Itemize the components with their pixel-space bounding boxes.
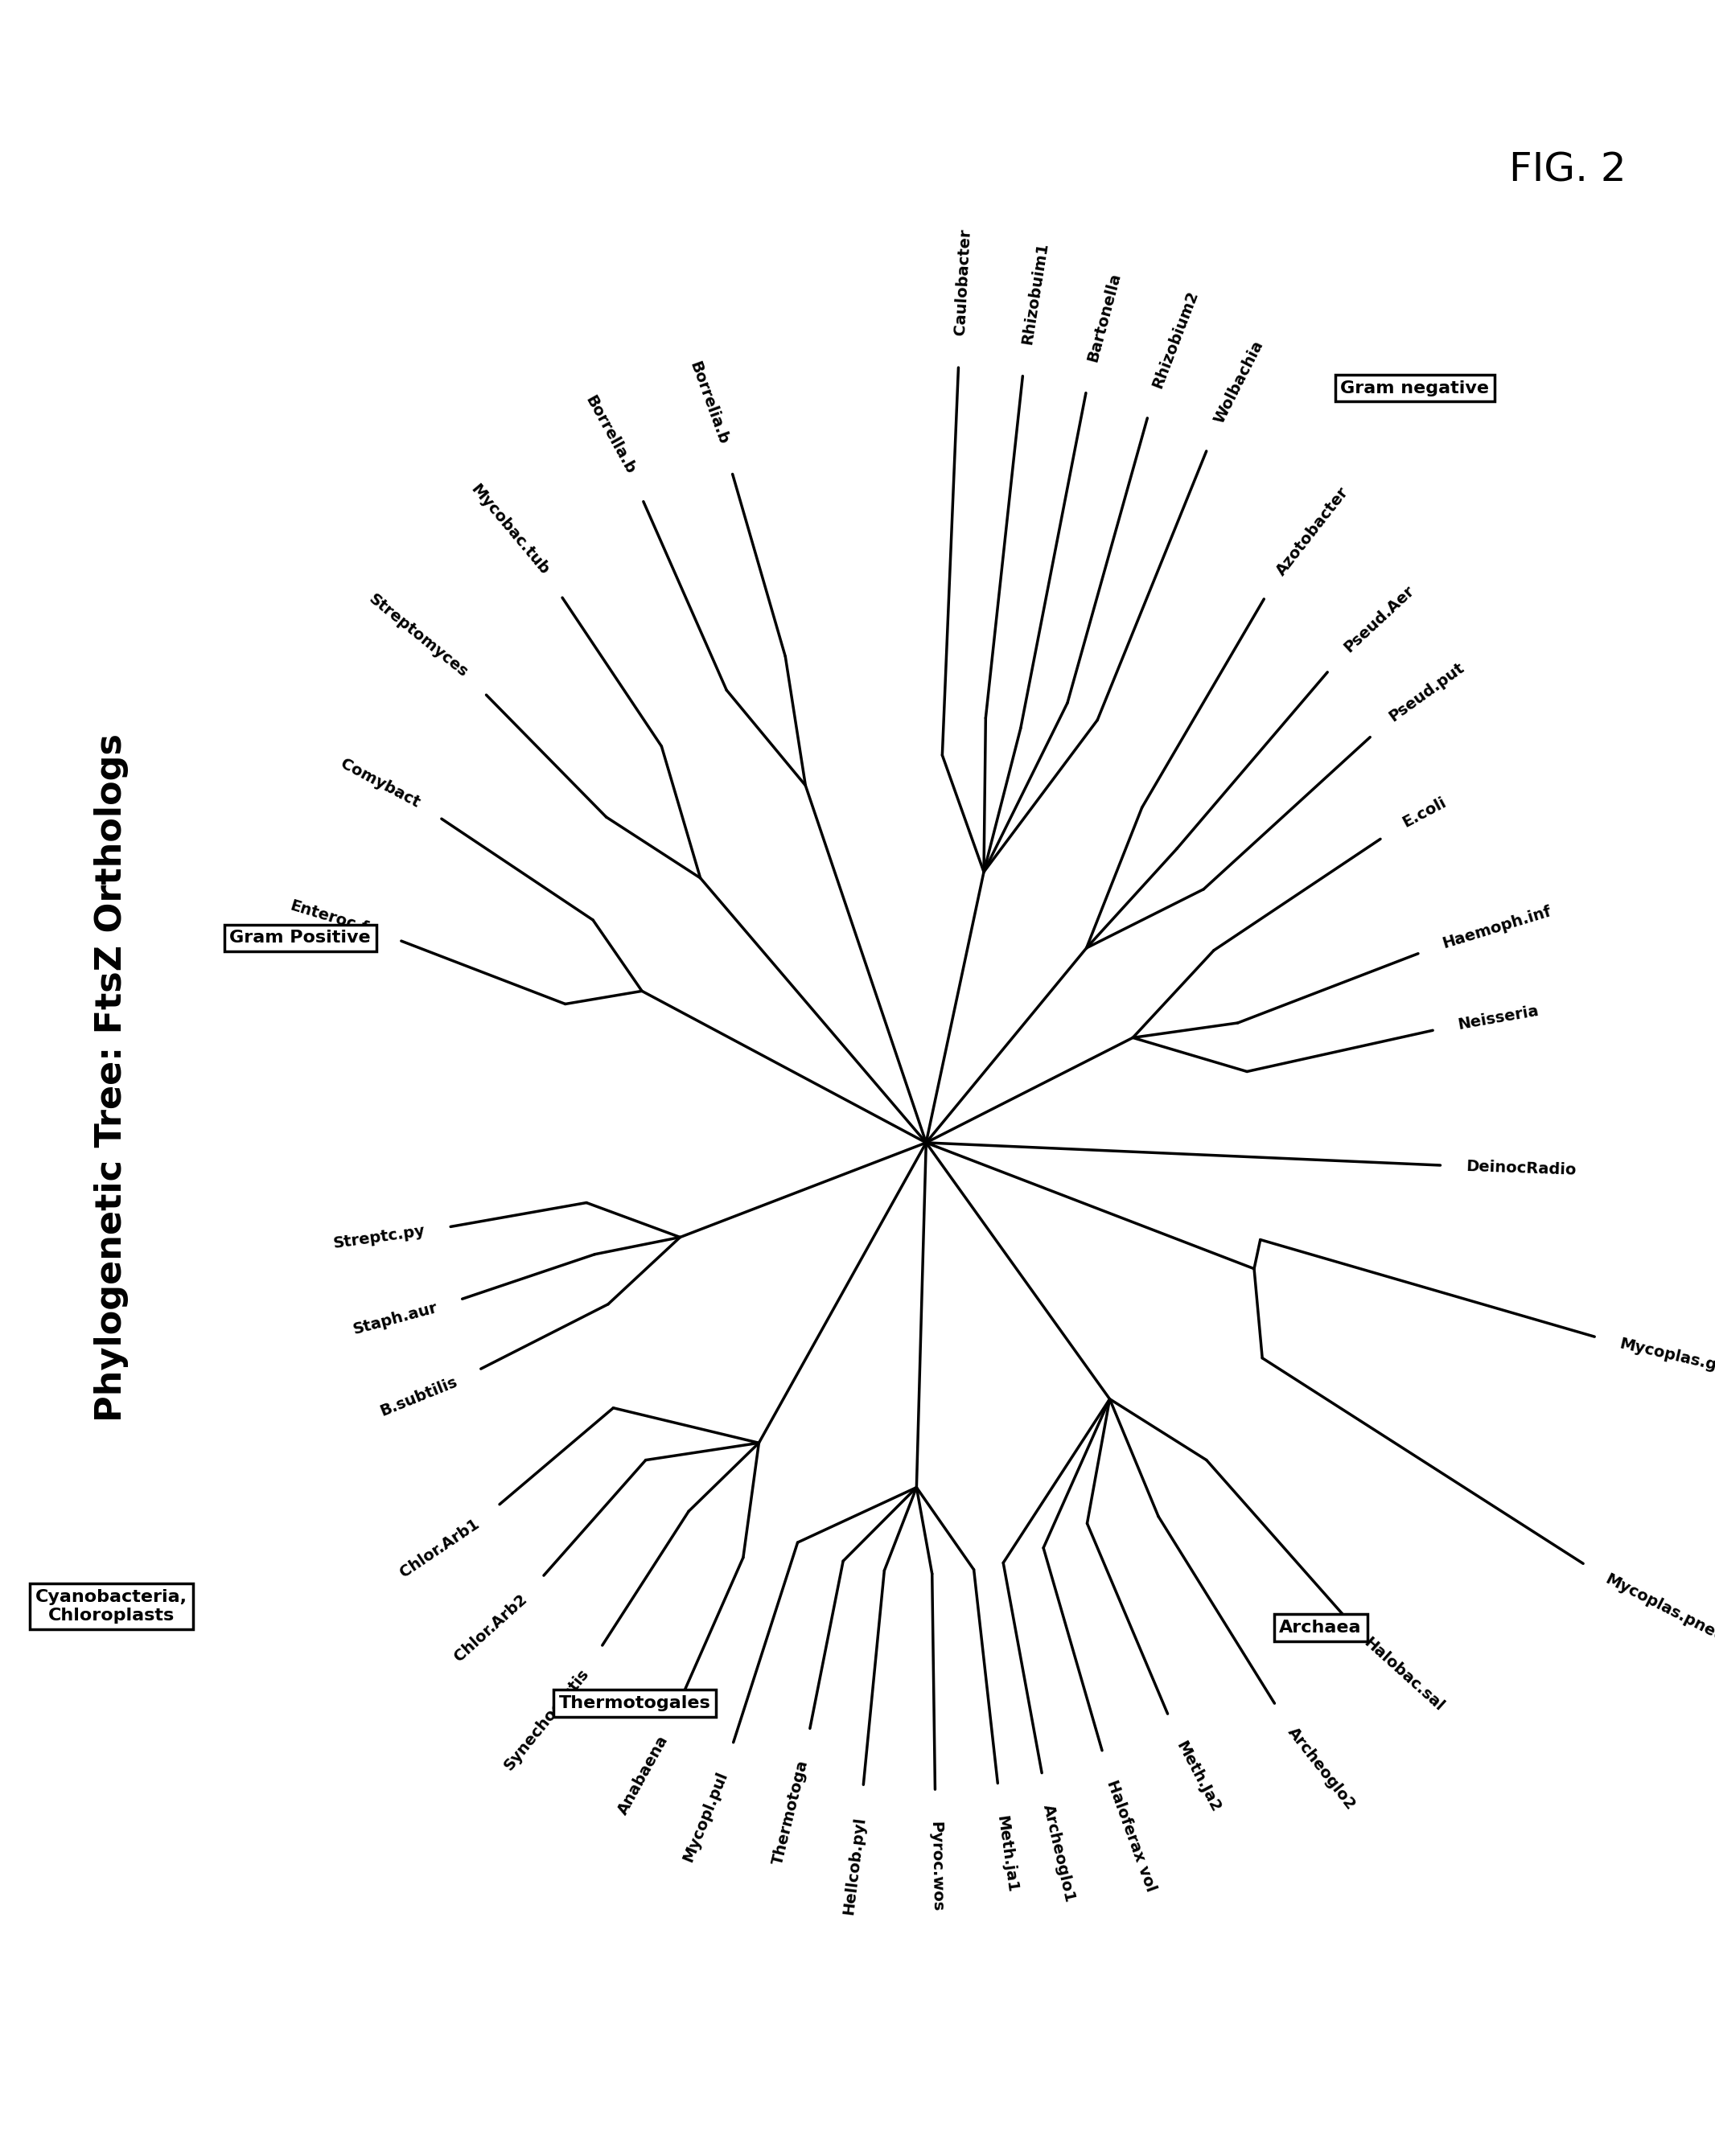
Text: Archeoglo1: Archeoglo1 [1041,1802,1077,1904]
Text: Wolbachia: Wolbachia [1211,338,1266,425]
Text: Enteroc.fc: Enteroc.fc [288,897,379,938]
Text: FIG. 2: FIG. 2 [1509,151,1626,190]
Text: Anabaena: Anabaena [614,1733,671,1818]
Text: Bartonella: Bartonella [1086,272,1123,364]
Text: Archeoglo2: Archeoglo2 [1285,1725,1358,1813]
Text: Comybact: Comybact [338,757,422,811]
Text: Mycopl.pul: Mycopl.pul [681,1770,731,1865]
Text: Gram negative: Gram negative [1341,379,1489,397]
Text: Caulobacter: Caulobacter [952,229,972,336]
Text: Pseud.Aer: Pseud.Aer [1341,582,1417,655]
Text: Haemoph.inf: Haemoph.inf [1441,903,1554,951]
Text: Rhizobium2: Rhizobium2 [1149,289,1200,390]
Text: Meth.ja1: Meth.ja1 [993,1813,1020,1893]
Text: Meth.Ja2: Meth.Ja2 [1173,1738,1223,1815]
Text: Borrelia.b: Borrelia.b [686,360,731,446]
Text: Thermotoga: Thermotoga [770,1757,811,1867]
Text: Archaea: Archaea [1279,1619,1362,1636]
Text: Rhizobuim1: Rhizobuim1 [1019,241,1050,345]
Text: B.subtilis: B.subtilis [377,1373,460,1419]
Text: Hellcob.pyl: Hellcob.pyl [840,1815,868,1915]
Text: Streptc.py: Streptc.py [333,1225,425,1253]
Text: Chlor.Arb2: Chlor.Arb2 [451,1591,530,1664]
Text: Halobac.sal: Halobac.sal [1360,1634,1447,1714]
Text: Neisseria: Neisseria [1456,1003,1540,1033]
Text: Chlor.Arb1: Chlor.Arb1 [398,1516,482,1580]
Text: Mycobac.tub: Mycobac.tub [468,481,552,578]
Text: Synechocystis: Synechocystis [501,1667,592,1772]
Text: Azotobacter: Azotobacter [1274,485,1351,578]
Text: Phylogenetic Tree: FtsZ Orthologs: Phylogenetic Tree: FtsZ Orthologs [94,733,129,1423]
Text: E.coli: E.coli [1399,796,1449,830]
Text: Pyroc.wos: Pyroc.wos [928,1822,945,1912]
Text: Staph.aur: Staph.aur [352,1300,439,1337]
Text: Pseud.put: Pseud.put [1386,660,1468,724]
Text: Thermotogales: Thermotogales [559,1695,710,1712]
Text: Haloferax vol: Haloferax vol [1104,1779,1158,1895]
Text: Cyanobacteria,
Chloroplasts: Cyanobacteria, Chloroplasts [36,1589,187,1623]
Text: Borrella.b: Borrella.b [581,392,638,476]
Text: Streptomyces: Streptomyces [365,591,472,681]
Text: DeinocRadio: DeinocRadio [1466,1158,1576,1177]
Text: Mycoplas.gen: Mycoplas.gen [1617,1337,1715,1378]
Text: Mycoplas.pneu: Mycoplas.pneu [1602,1572,1715,1645]
Text: Gram Positive: Gram Positive [230,929,370,946]
